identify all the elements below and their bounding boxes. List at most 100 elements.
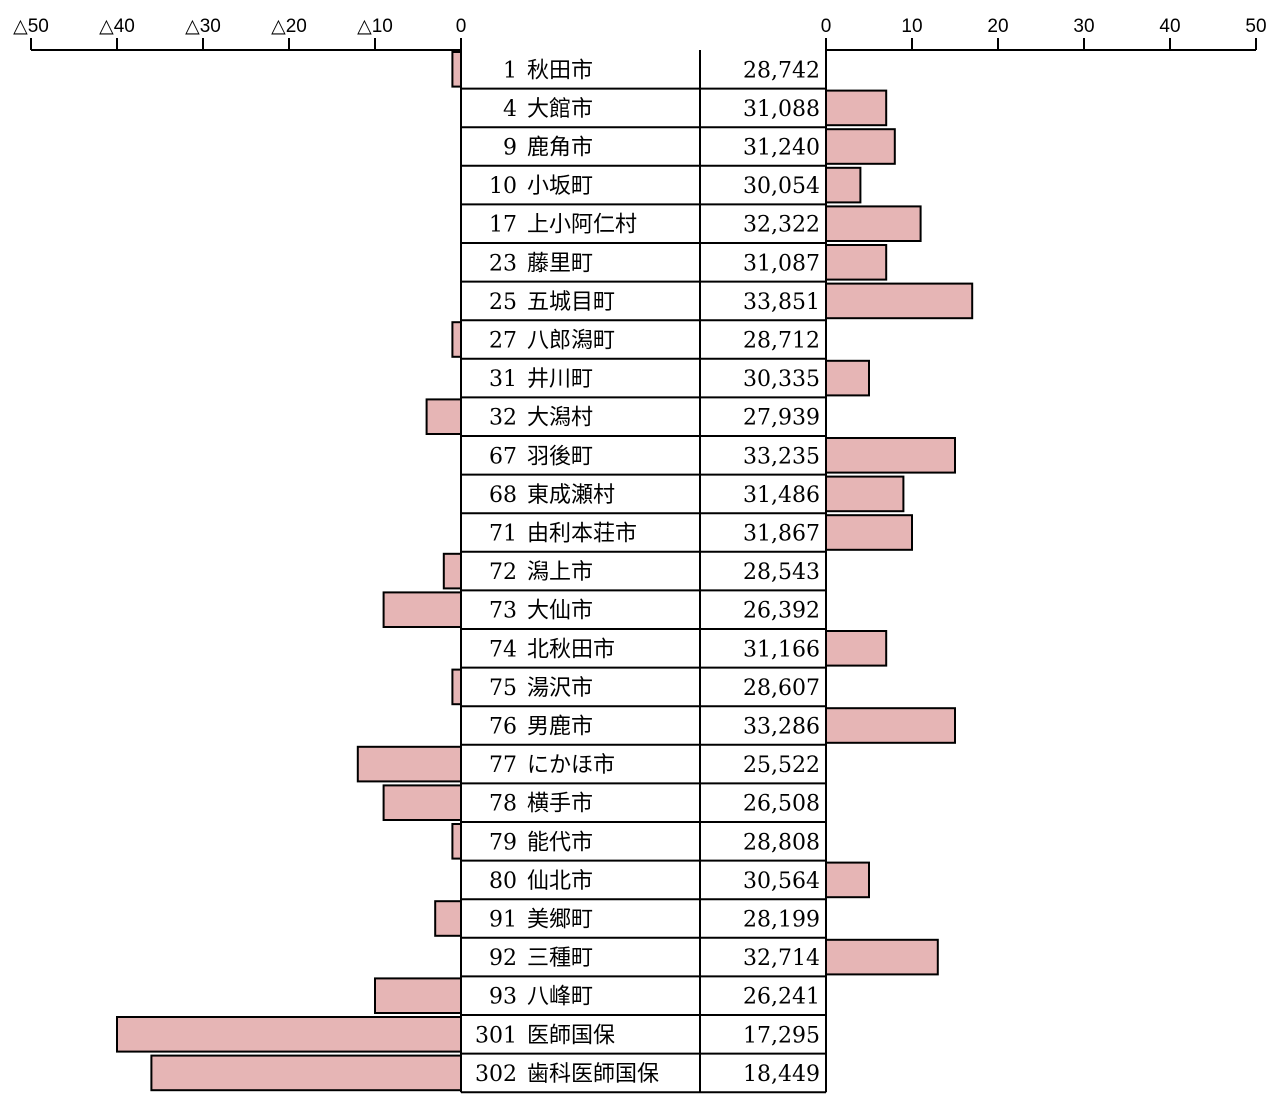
left-axis: △50 △40 △30 △20 △10 0 — [13, 16, 467, 51]
left-bar — [425, 398, 463, 435]
row-amount: 30,564 — [743, 869, 820, 894]
row-code: 75 — [489, 676, 517, 701]
row-code: 301 — [475, 1023, 517, 1048]
left-bar — [451, 321, 462, 358]
right-bar — [825, 244, 888, 281]
left-bar — [116, 1016, 462, 1053]
row-amount: 28,808 — [743, 830, 820, 855]
row-amount: 32,714 — [743, 946, 820, 971]
right-axis-tick-label: 10 — [901, 16, 922, 37]
row-amount: 28,712 — [743, 329, 820, 354]
row-name: 大潟村 — [527, 406, 593, 431]
row-amount: 32,322 — [743, 213, 820, 238]
right-bar — [825, 205, 922, 242]
right-bar — [825, 128, 896, 165]
right-bars — [825, 89, 974, 976]
row-name: 北秋田市 — [527, 637, 615, 662]
left-bar — [451, 668, 462, 706]
row-amount: 33,235 — [743, 444, 820, 469]
row-amount: 26,508 — [743, 792, 820, 817]
row-name: 潟上市 — [527, 560, 593, 585]
row-name: 上小阿仁村 — [527, 213, 637, 238]
left-bar — [382, 784, 463, 822]
row-amount: 28,543 — [743, 560, 820, 585]
right-bar — [825, 166, 862, 204]
row-code: 77 — [489, 753, 517, 778]
right-bar — [825, 630, 888, 667]
left-bar — [150, 1054, 462, 1092]
row-code: 1 — [503, 58, 517, 83]
right-bar — [825, 359, 870, 397]
row-amount: 26,392 — [743, 599, 820, 624]
row-amount: 31,166 — [743, 637, 820, 662]
row-code: 93 — [489, 985, 517, 1010]
left-bar — [434, 900, 463, 937]
row-name: 小坂町 — [527, 174, 593, 199]
right-bar — [825, 475, 905, 513]
row-amount: 33,286 — [743, 715, 820, 740]
row-amount: 28,742 — [743, 58, 820, 83]
row-code: 71 — [489, 522, 517, 547]
row-amount: 31,088 — [743, 97, 820, 122]
left-axis-tick-label: 0 — [456, 16, 467, 37]
right-axis: 0 10 20 30 40 50 — [821, 16, 1267, 51]
row-name: 仙北市 — [527, 869, 593, 894]
left-bar — [356, 745, 462, 783]
left-bars — [116, 51, 463, 1092]
right-bar — [825, 938, 939, 976]
row-amount: 31,486 — [743, 483, 820, 508]
right-bar — [825, 282, 974, 320]
left-axis-tick-label: △10 — [357, 16, 393, 37]
right-bar — [825, 437, 956, 474]
row-name: 由利本荘市 — [527, 522, 637, 547]
row-amount: 17,295 — [743, 1023, 820, 1048]
row-name: 能代市 — [527, 830, 593, 855]
row-name: にかほ市 — [527, 753, 615, 778]
row-name: 大仙市 — [527, 599, 593, 624]
left-axis-tick-label: △30 — [185, 16, 221, 37]
row-code: 72 — [489, 560, 517, 585]
row-name: 井川町 — [527, 367, 593, 392]
left-axis-tick-label: △40 — [99, 16, 135, 37]
row-name: 大館市 — [527, 97, 593, 122]
row-name: 藤里町 — [527, 251, 593, 276]
row-amount: 30,335 — [743, 367, 820, 392]
row-code: 79 — [489, 830, 517, 855]
row-code: 25 — [489, 290, 517, 315]
row-name: 横手市 — [527, 792, 593, 817]
row-amount: 25,522 — [743, 753, 820, 778]
row-amount: 26,241 — [743, 985, 820, 1010]
right-axis-tick-label: 20 — [987, 16, 1008, 37]
row-amount: 27,939 — [743, 406, 820, 431]
row-code: 23 — [489, 251, 517, 276]
left-bar — [451, 823, 462, 860]
row-name: 三種町 — [527, 946, 593, 971]
left-bar — [374, 977, 462, 1015]
row-code: 80 — [489, 869, 517, 894]
row-name: 秋田市 — [527, 58, 593, 83]
left-axis-tick-label: △20 — [271, 16, 307, 37]
row-amount: 33,851 — [743, 290, 820, 315]
row-amount: 31,867 — [743, 522, 820, 547]
row-name: 湯沢市 — [527, 676, 593, 701]
right-bar — [825, 707, 956, 744]
row-name: 羽後町 — [527, 444, 593, 469]
right-axis-tick-label: 0 — [821, 16, 832, 37]
left-bar — [442, 552, 462, 590]
right-axis-tick-label: 40 — [1159, 16, 1180, 37]
row-amount: 31,240 — [743, 136, 820, 161]
row-name: 鹿角市 — [527, 136, 593, 161]
row-code: 67 — [489, 444, 517, 469]
row-code: 91 — [489, 908, 517, 933]
row-code: 31 — [489, 367, 517, 392]
data-table: 1 秋田市 28,742 4 大館市 31,088 9 鹿角市 31,240 10 小坂町 30,05… — [460, 50, 827, 1094]
row-code: 78 — [489, 792, 517, 817]
row-code: 4 — [503, 97, 517, 122]
row-name: 美郷町 — [527, 908, 593, 933]
row-code: 68 — [489, 483, 517, 508]
row-code: 76 — [489, 715, 517, 740]
row-amount: 28,199 — [743, 908, 820, 933]
row-name: 東成瀬村 — [527, 483, 615, 508]
row-code: 73 — [489, 599, 517, 624]
right-bar — [825, 861, 870, 899]
